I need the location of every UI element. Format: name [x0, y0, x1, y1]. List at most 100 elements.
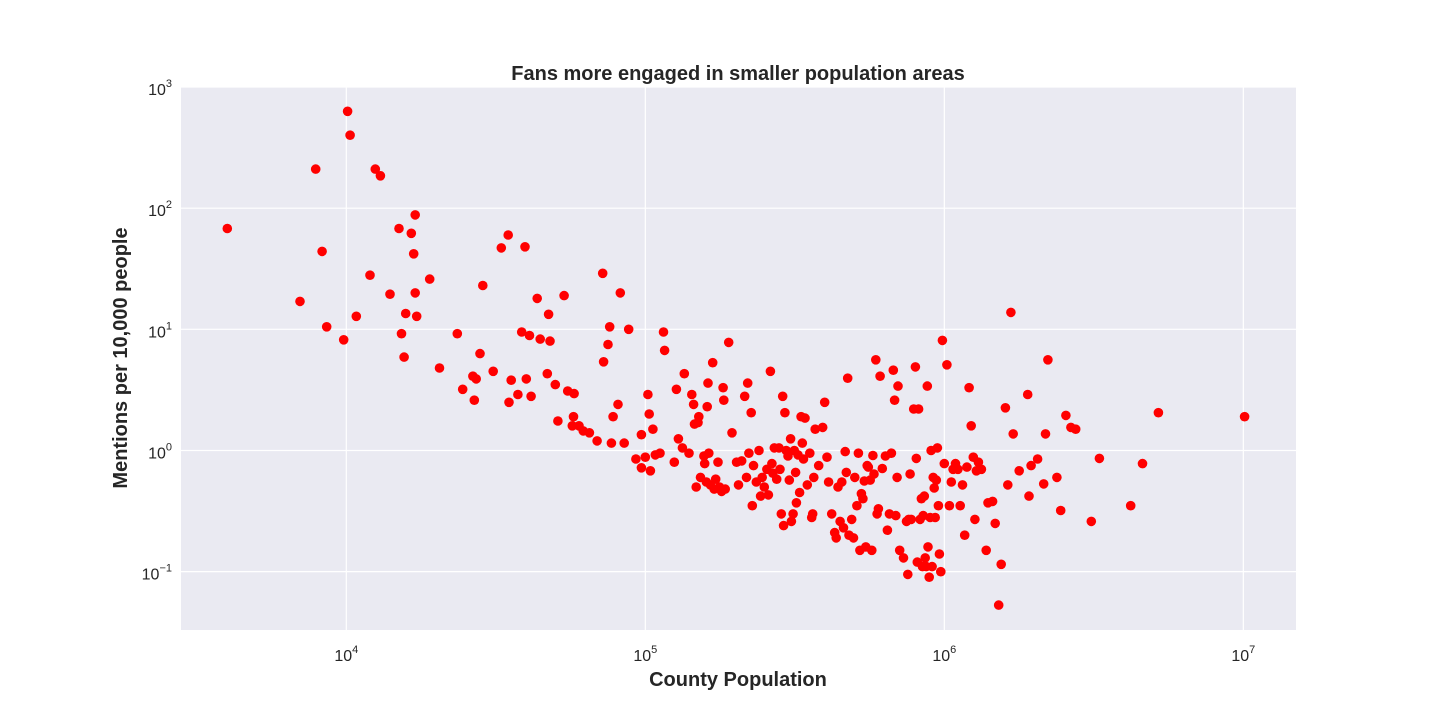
data-point: [819, 397, 830, 408]
data-point: [410, 288, 421, 298]
data-point: [903, 569, 913, 580]
data-point: [321, 322, 332, 332]
data-point: [488, 366, 499, 377]
data-point: [504, 397, 514, 408]
data-point: [1003, 480, 1013, 490]
data-point: [765, 366, 776, 377]
data-point: [723, 337, 734, 348]
data-point: [840, 446, 850, 457]
data-point: [927, 561, 937, 572]
data-point: [394, 223, 404, 234]
x-tick-labels: 104 105 106 107: [334, 644, 1255, 665]
data-point: [720, 484, 730, 494]
data-point: [1024, 491, 1034, 501]
data-point: [719, 395, 729, 406]
data-point: [894, 545, 905, 556]
data-point: [837, 477, 847, 487]
data-point: [920, 553, 930, 563]
data-point: [741, 472, 752, 483]
data-point: [524, 330, 535, 341]
data-point: [919, 491, 930, 501]
data-point: [1022, 389, 1033, 400]
data-point: [869, 469, 879, 479]
data-point: [608, 411, 618, 422]
x-axis-label: County Population: [649, 669, 827, 691]
data-point: [785, 434, 796, 444]
data-point: [767, 458, 777, 469]
data-point: [934, 549, 945, 559]
data-point: [831, 533, 841, 543]
data-point: [805, 448, 815, 459]
data-point: [966, 421, 976, 431]
data-point: [1038, 479, 1049, 489]
data-point: [875, 371, 885, 382]
y-tick-label: 103: [148, 78, 172, 99]
data-points: [222, 106, 1250, 610]
data-point: [929, 483, 939, 493]
data-point: [759, 482, 770, 492]
data-point: [694, 411, 704, 422]
data-point: [747, 500, 758, 511]
data-point: [687, 389, 697, 400]
data-point: [606, 438, 617, 448]
data-point: [592, 436, 602, 446]
data-point: [399, 352, 409, 362]
data-point: [1008, 429, 1018, 439]
data-point: [910, 362, 921, 372]
data-point: [543, 309, 554, 320]
data-point: [771, 474, 782, 485]
data-point: [863, 462, 874, 472]
data-point: [800, 413, 810, 423]
data-point: [882, 525, 893, 535]
data-point: [798, 454, 809, 464]
data-point: [506, 375, 516, 386]
data-point: [871, 355, 881, 365]
data-point: [707, 357, 718, 368]
data-point: [826, 509, 837, 519]
data-point: [807, 509, 818, 519]
data-point: [788, 509, 798, 519]
data-point: [937, 335, 948, 346]
data-point: [351, 311, 362, 322]
data-point: [434, 363, 445, 373]
data-point: [671, 384, 682, 395]
data-point: [993, 600, 1004, 610]
x-tick-label: 107: [1231, 644, 1255, 665]
data-point: [990, 518, 1000, 529]
data-point: [889, 395, 900, 406]
y-axis-label: Mentions per 10,000 people: [110, 227, 132, 488]
data-point: [850, 472, 860, 483]
data-point: [677, 443, 688, 453]
data-point: [944, 500, 955, 511]
data-point: [905, 469, 915, 479]
data-point: [478, 280, 488, 291]
data-point: [955, 500, 965, 511]
data-point: [631, 454, 641, 464]
data-point: [794, 487, 805, 498]
data-point: [703, 378, 713, 388]
data-point: [659, 345, 670, 356]
data-point: [603, 339, 613, 350]
y-tick-label: 102: [148, 199, 172, 220]
data-point: [778, 520, 789, 531]
x-tick-label: 106: [932, 644, 956, 665]
data-point: [744, 448, 754, 459]
data-point: [452, 328, 463, 339]
y-tick-label: 101: [148, 320, 172, 341]
data-point: [733, 480, 744, 490]
data-point: [699, 458, 710, 469]
plot-background: [181, 87, 1296, 630]
data-point: [553, 416, 563, 426]
data-point: [867, 545, 877, 556]
chart-title: Fans more engaged in smaller population …: [511, 63, 964, 85]
data-point: [526, 391, 536, 402]
data-point: [469, 395, 480, 406]
data-point: [754, 445, 764, 456]
data-point: [777, 391, 788, 402]
data-point: [939, 458, 950, 469]
data-point: [746, 407, 756, 418]
data-point: [783, 451, 793, 461]
data-point: [615, 288, 626, 298]
data-point: [644, 409, 654, 419]
data-point: [868, 450, 878, 461]
